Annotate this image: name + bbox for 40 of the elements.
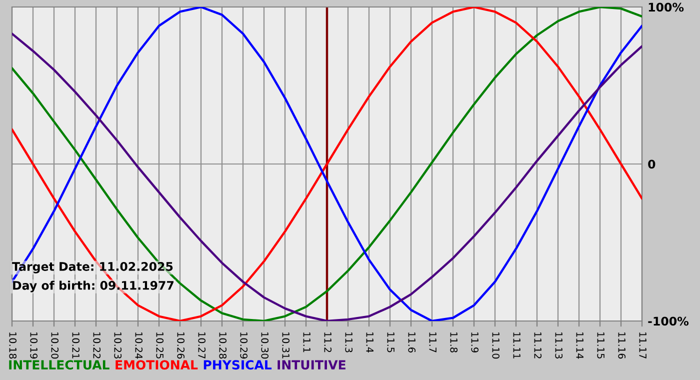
x-tick-label: 11.5: [387, 332, 394, 352]
x-tick-label: 10.29: [240, 332, 248, 359]
x-tick-label: 11.2: [324, 332, 332, 352]
x-tick-label: 11.6: [408, 332, 416, 352]
x-tick-label: 11.9: [471, 332, 479, 352]
x-tick-label: 10.25: [156, 332, 164, 358]
x-tick-label: 11.7: [429, 332, 436, 352]
x-tick-label: 11.3: [345, 332, 353, 352]
x-tick-label: 11.11: [513, 332, 520, 358]
x-tick-label: 10.21: [72, 332, 80, 358]
x-tick-label: 10.30: [261, 332, 269, 359]
annotation: Target Date: 11.02.2025: [12, 262, 173, 274]
x-tick-label: 11.1: [303, 332, 310, 352]
x-tick-label: 11.10: [492, 332, 500, 359]
x-tick-label: 10.28: [219, 332, 227, 359]
x-tick-label: 10.23: [114, 332, 122, 358]
y-tick-label: -100%: [648, 316, 689, 326]
y-tick-label: 0: [648, 160, 656, 169]
x-tick-label: 10.24: [135, 332, 143, 359]
text: INTUITIVE: [278, 360, 346, 370]
text: EMOTIONAL: [116, 360, 198, 370]
x-tick-label: 10.26: [177, 332, 185, 359]
x-tick-label: 11.17: [639, 332, 646, 358]
x-tick-label: 10.27: [198, 332, 206, 358]
x-tick-label: 11.13: [555, 332, 563, 358]
x-tick-label: 10.31: [282, 332, 290, 358]
x-tick-label: 10.22: [93, 332, 101, 358]
x-tick-label: 10.18: [9, 332, 17, 359]
y-tick-label: 100%: [648, 2, 684, 12]
x-tick-label: 11.12: [534, 332, 542, 358]
x-tick-label: 11.15: [597, 332, 604, 358]
annotation: Day of birth: 09.11.1977: [13, 280, 174, 292]
text: INTELLECTUAL: [9, 360, 110, 370]
x-tick-label: 11.4: [366, 332, 374, 353]
x-tick-label: 11.14: [576, 332, 584, 359]
x-tick-label: 10.20: [51, 332, 59, 359]
x-tick-label: 11.16: [618, 332, 626, 359]
x-tick-label: 10.19: [30, 332, 38, 359]
text: PHYSICAL: [204, 360, 272, 370]
x-tick-label: 11.8: [450, 332, 458, 352]
